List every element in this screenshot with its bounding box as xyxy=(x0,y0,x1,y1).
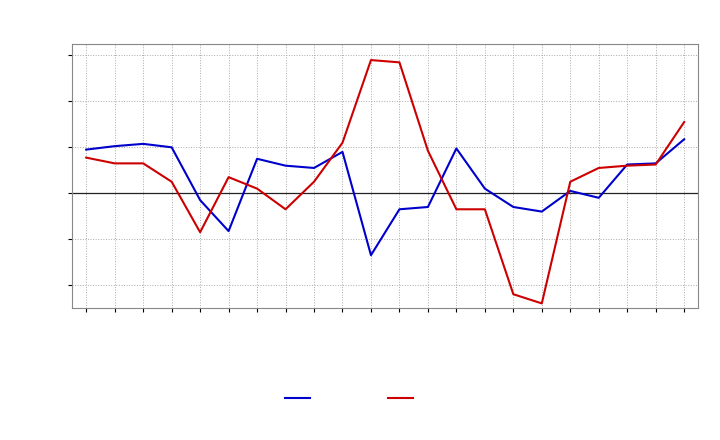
当期純利益 xyxy=(338,140,347,145)
当期純利益 xyxy=(110,161,119,166)
当期純利益 xyxy=(282,207,290,212)
経常利益 xyxy=(225,228,233,234)
経常利益 xyxy=(196,198,204,203)
当期純利益 xyxy=(310,179,318,184)
当期純利益 xyxy=(623,163,631,169)
当期純利益 xyxy=(395,60,404,65)
経常利益 xyxy=(338,149,347,154)
当期純利益 xyxy=(480,207,489,212)
経常利益 xyxy=(623,162,631,167)
経常利益 xyxy=(680,137,688,142)
当期純利益 xyxy=(225,175,233,180)
経常利益 xyxy=(110,143,119,149)
Legend: 経常利益, 当期純利益: 経常利益, 当期純利益 xyxy=(279,388,491,407)
経常利益 xyxy=(566,188,575,194)
当期純利益 xyxy=(82,155,91,160)
経常利益 xyxy=(537,209,546,214)
当期純利益 xyxy=(537,301,546,306)
経常利益 xyxy=(452,146,461,151)
経常利益 xyxy=(366,253,375,258)
Line: 当期純利益: 当期純利益 xyxy=(86,60,684,304)
経常利益 xyxy=(139,141,148,147)
経常利益 xyxy=(82,147,91,152)
当期純利益 xyxy=(253,186,261,191)
経常利益 xyxy=(167,145,176,150)
経常利益 xyxy=(423,204,432,209)
当期純利益 xyxy=(167,179,176,184)
当期純利益 xyxy=(452,207,461,212)
当期純利益 xyxy=(509,292,518,297)
経常利益 xyxy=(395,207,404,212)
経常利益 xyxy=(253,156,261,161)
当期純利益 xyxy=(366,58,375,63)
経常利益 xyxy=(595,195,603,201)
当期純利益 xyxy=(595,165,603,171)
経常利益 xyxy=(310,165,318,171)
経常利益 xyxy=(480,186,489,191)
当期純利益 xyxy=(566,179,575,184)
経常利益 xyxy=(509,204,518,209)
当期純利益 xyxy=(139,161,148,166)
当期純利益 xyxy=(423,148,432,154)
当期純利益 xyxy=(652,162,660,167)
Line: 経常利益: 経常利益 xyxy=(86,139,684,255)
当期純利益 xyxy=(680,119,688,125)
経常利益 xyxy=(652,161,660,166)
経常利益 xyxy=(282,163,290,169)
当期純利益 xyxy=(196,230,204,235)
